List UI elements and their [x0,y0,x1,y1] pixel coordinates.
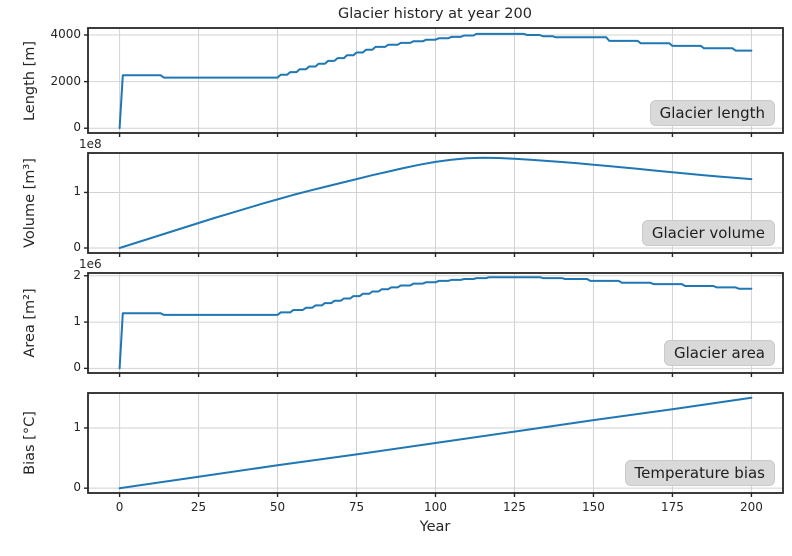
tick-label: 100 [424,500,447,514]
tick-label: 1 [73,419,81,434]
y-axis-label-bias: Bias [°C] [22,411,38,475]
tick-label: 0 [73,240,81,254]
chart-title: Glacier history at year 200 [338,6,532,22]
tick-label: 0 [73,480,81,495]
tick-label: 2000 [50,73,81,88]
tick-label: 175 [660,500,684,514]
x-axis-label: Year [419,519,451,535]
tick-label: 1 [73,314,81,329]
tick-label: 150 [582,500,605,514]
tick-label: 2 [73,267,81,282]
tick-label: 0 [115,500,124,514]
annotation-temperature-bias: Temperature bias [624,460,775,486]
annotation-glacier-length: Glacier length [649,100,775,126]
annotation-glacier-area: Glacier area [663,340,775,366]
offset-text-1e6: 1e6 [79,257,102,271]
tick-label: 200 [739,500,763,514]
tick-label: 4000 [50,26,81,41]
annotation-glacier-volume: Glacier volume [641,220,775,246]
tick-label: 1 [73,184,81,199]
tick-label: 50 [269,500,286,514]
tick-label: 25 [190,500,207,514]
y-axis-label-length: Length [m] [22,40,38,121]
tick-label: 0 [73,120,81,135]
tick-label: 75 [348,500,365,514]
offset-text-1e8: 1e8 [79,137,102,151]
tick-label: 0 [73,360,81,375]
tick-label: 125 [503,500,526,514]
y-axis-label-area: Area [m²] [22,288,38,358]
y-axis-label-volume: Volume [m³] [22,158,38,248]
